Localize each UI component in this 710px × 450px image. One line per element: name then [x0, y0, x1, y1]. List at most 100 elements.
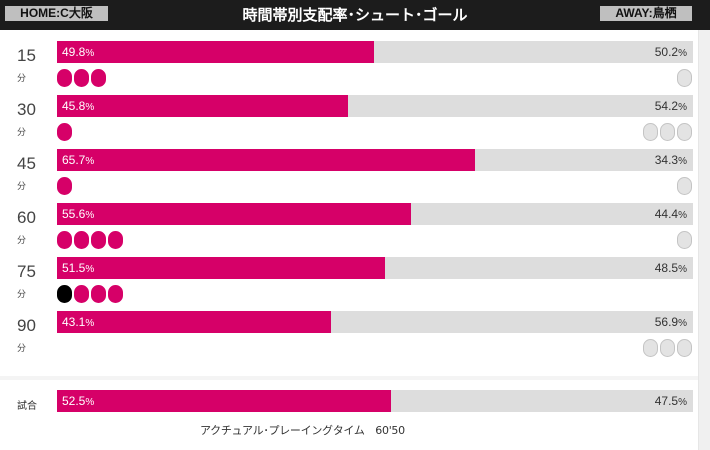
away-percent-value: 56.9	[654, 315, 679, 329]
match-away-percent: 47.5%	[655, 390, 687, 412]
header-bar: HOME:C大阪 時間帯別支配率･シュート･ゴール AWAY:鳥栖	[0, 0, 710, 30]
match-label: 試合	[17, 401, 37, 412]
minute-unit: 分	[17, 236, 27, 246]
home-shot-marker	[74, 231, 89, 249]
possession-bar: 49.8% 50.2%	[57, 41, 693, 63]
away-percent-value: 50.2	[654, 45, 679, 59]
minute-unit: 分	[17, 128, 27, 138]
away-possession-percent: 48.5%	[655, 257, 687, 279]
home-shot-marker	[57, 69, 72, 87]
match-home-percent: 52.5%	[62, 390, 94, 412]
home-possession-percent: 55.6%	[62, 203, 94, 225]
minute-label: 45	[17, 154, 36, 173]
match-home-percent-value: 52.5	[62, 394, 86, 408]
away-shot-marker	[677, 69, 692, 87]
away-percent-value: 54.2	[654, 99, 679, 113]
away-shot-marker	[677, 231, 692, 249]
time-period-row: 75 分 51.5% 48.5%	[0, 257, 698, 311]
percent-unit: %	[85, 397, 95, 408]
possession-bar: 43.1% 56.9%	[57, 311, 693, 333]
away-shot-marker	[660, 339, 675, 357]
match-possession-bar: 52.5% 47.5%	[57, 390, 693, 412]
home-shot-marker	[91, 285, 106, 303]
minute-unit: 分	[17, 290, 27, 300]
home-percent-value: 55.6	[62, 207, 86, 221]
away-team-tag: AWAY:鳥栖	[600, 6, 692, 21]
time-period-row: 90 分 43.1% 56.9%	[0, 311, 698, 365]
home-shot-marker	[91, 69, 106, 87]
home-goal-marker	[57, 285, 72, 303]
away-shot-marker	[677, 177, 692, 195]
possession-bar: 65.7% 34.3%	[57, 149, 693, 171]
home-possession-fill	[57, 95, 349, 117]
time-period-row: 45 分 65.7% 34.3%	[0, 149, 698, 203]
percent-unit: %	[678, 102, 687, 113]
match-home-possession-fill	[57, 390, 391, 412]
home-percent-value: 43.1	[62, 315, 86, 329]
time-period-row: 15 分 49.8% 50.2%	[0, 41, 698, 95]
minute-label: 75	[17, 262, 36, 281]
home-percent-value: 51.5	[62, 261, 86, 275]
away-percent-value: 44.4	[654, 207, 679, 221]
home-team-tag: HOME:C大阪	[5, 6, 108, 21]
percent-unit: %	[85, 318, 95, 329]
percent-unit: %	[85, 264, 95, 275]
home-possession-percent: 51.5%	[62, 257, 94, 279]
away-shot-marker	[643, 339, 658, 357]
time-period-list: 15 分 49.8% 50.2% 30 分 45.8% 54.2% 45 分 65.7% 34.3% 6…	[0, 30, 698, 376]
away-percent-value: 34.3	[654, 153, 679, 167]
minute-label: 90	[17, 316, 36, 335]
home-shot-marker	[108, 285, 123, 303]
away-possession-percent: 44.4%	[655, 203, 687, 225]
minute-label: 15	[17, 46, 36, 65]
possession-bar: 51.5% 48.5%	[57, 257, 693, 279]
away-shot-marker	[677, 123, 692, 141]
possession-bar: 45.8% 54.2%	[57, 95, 693, 117]
percent-unit: %	[85, 48, 95, 59]
page-title: 時間帯別支配率･シュート･ゴール	[242, 6, 468, 24]
percent-unit: %	[678, 397, 687, 408]
home-possession-percent: 43.1%	[62, 311, 94, 333]
home-percent-value: 65.7	[62, 153, 86, 167]
home-possession-fill	[57, 149, 475, 171]
match-away-percent-value: 47.5	[654, 394, 679, 408]
home-shot-marker	[74, 285, 89, 303]
away-possession-percent: 50.2%	[655, 41, 687, 63]
time-period-row: 60 分 55.6% 44.4%	[0, 203, 698, 257]
percent-unit: %	[85, 210, 95, 221]
percent-unit: %	[678, 210, 687, 221]
away-shot-marker	[677, 339, 692, 357]
home-shot-marker	[74, 69, 89, 87]
percent-unit: %	[85, 156, 95, 167]
minute-label: 60	[17, 208, 36, 227]
home-shot-marker	[108, 231, 123, 249]
home-possession-fill	[57, 41, 374, 63]
home-possession-percent: 65.7%	[62, 149, 94, 171]
percent-unit: %	[678, 264, 687, 275]
home-percent-value: 49.8	[62, 45, 86, 59]
away-possession-percent: 54.2%	[655, 95, 687, 117]
minute-label: 30	[17, 100, 36, 119]
home-shot-marker	[57, 177, 72, 195]
percent-unit: %	[678, 48, 687, 59]
home-shot-marker	[91, 231, 106, 249]
home-possession-fill	[57, 203, 411, 225]
scrollbar[interactable]	[698, 30, 710, 450]
home-shot-marker	[57, 123, 72, 141]
away-possession-percent: 34.3%	[655, 149, 687, 171]
home-possession-percent: 45.8%	[62, 95, 94, 117]
away-possession-percent: 56.9%	[655, 311, 687, 333]
home-percent-value: 45.8	[62, 99, 86, 113]
home-possession-percent: 49.8%	[62, 41, 94, 63]
away-shot-marker	[643, 123, 658, 141]
actual-playing-time: アクチュアル･プレーイングタイム 60'50	[200, 424, 405, 437]
minute-unit: 分	[17, 182, 27, 192]
time-period-row: 30 分 45.8% 54.2%	[0, 95, 698, 149]
home-possession-fill	[57, 311, 332, 333]
percent-unit: %	[85, 102, 95, 113]
possession-bar: 55.6% 44.4%	[57, 203, 693, 225]
home-possession-fill	[57, 257, 385, 279]
away-percent-value: 48.5	[654, 261, 679, 275]
minute-unit: 分	[17, 74, 27, 84]
percent-unit: %	[678, 318, 687, 329]
